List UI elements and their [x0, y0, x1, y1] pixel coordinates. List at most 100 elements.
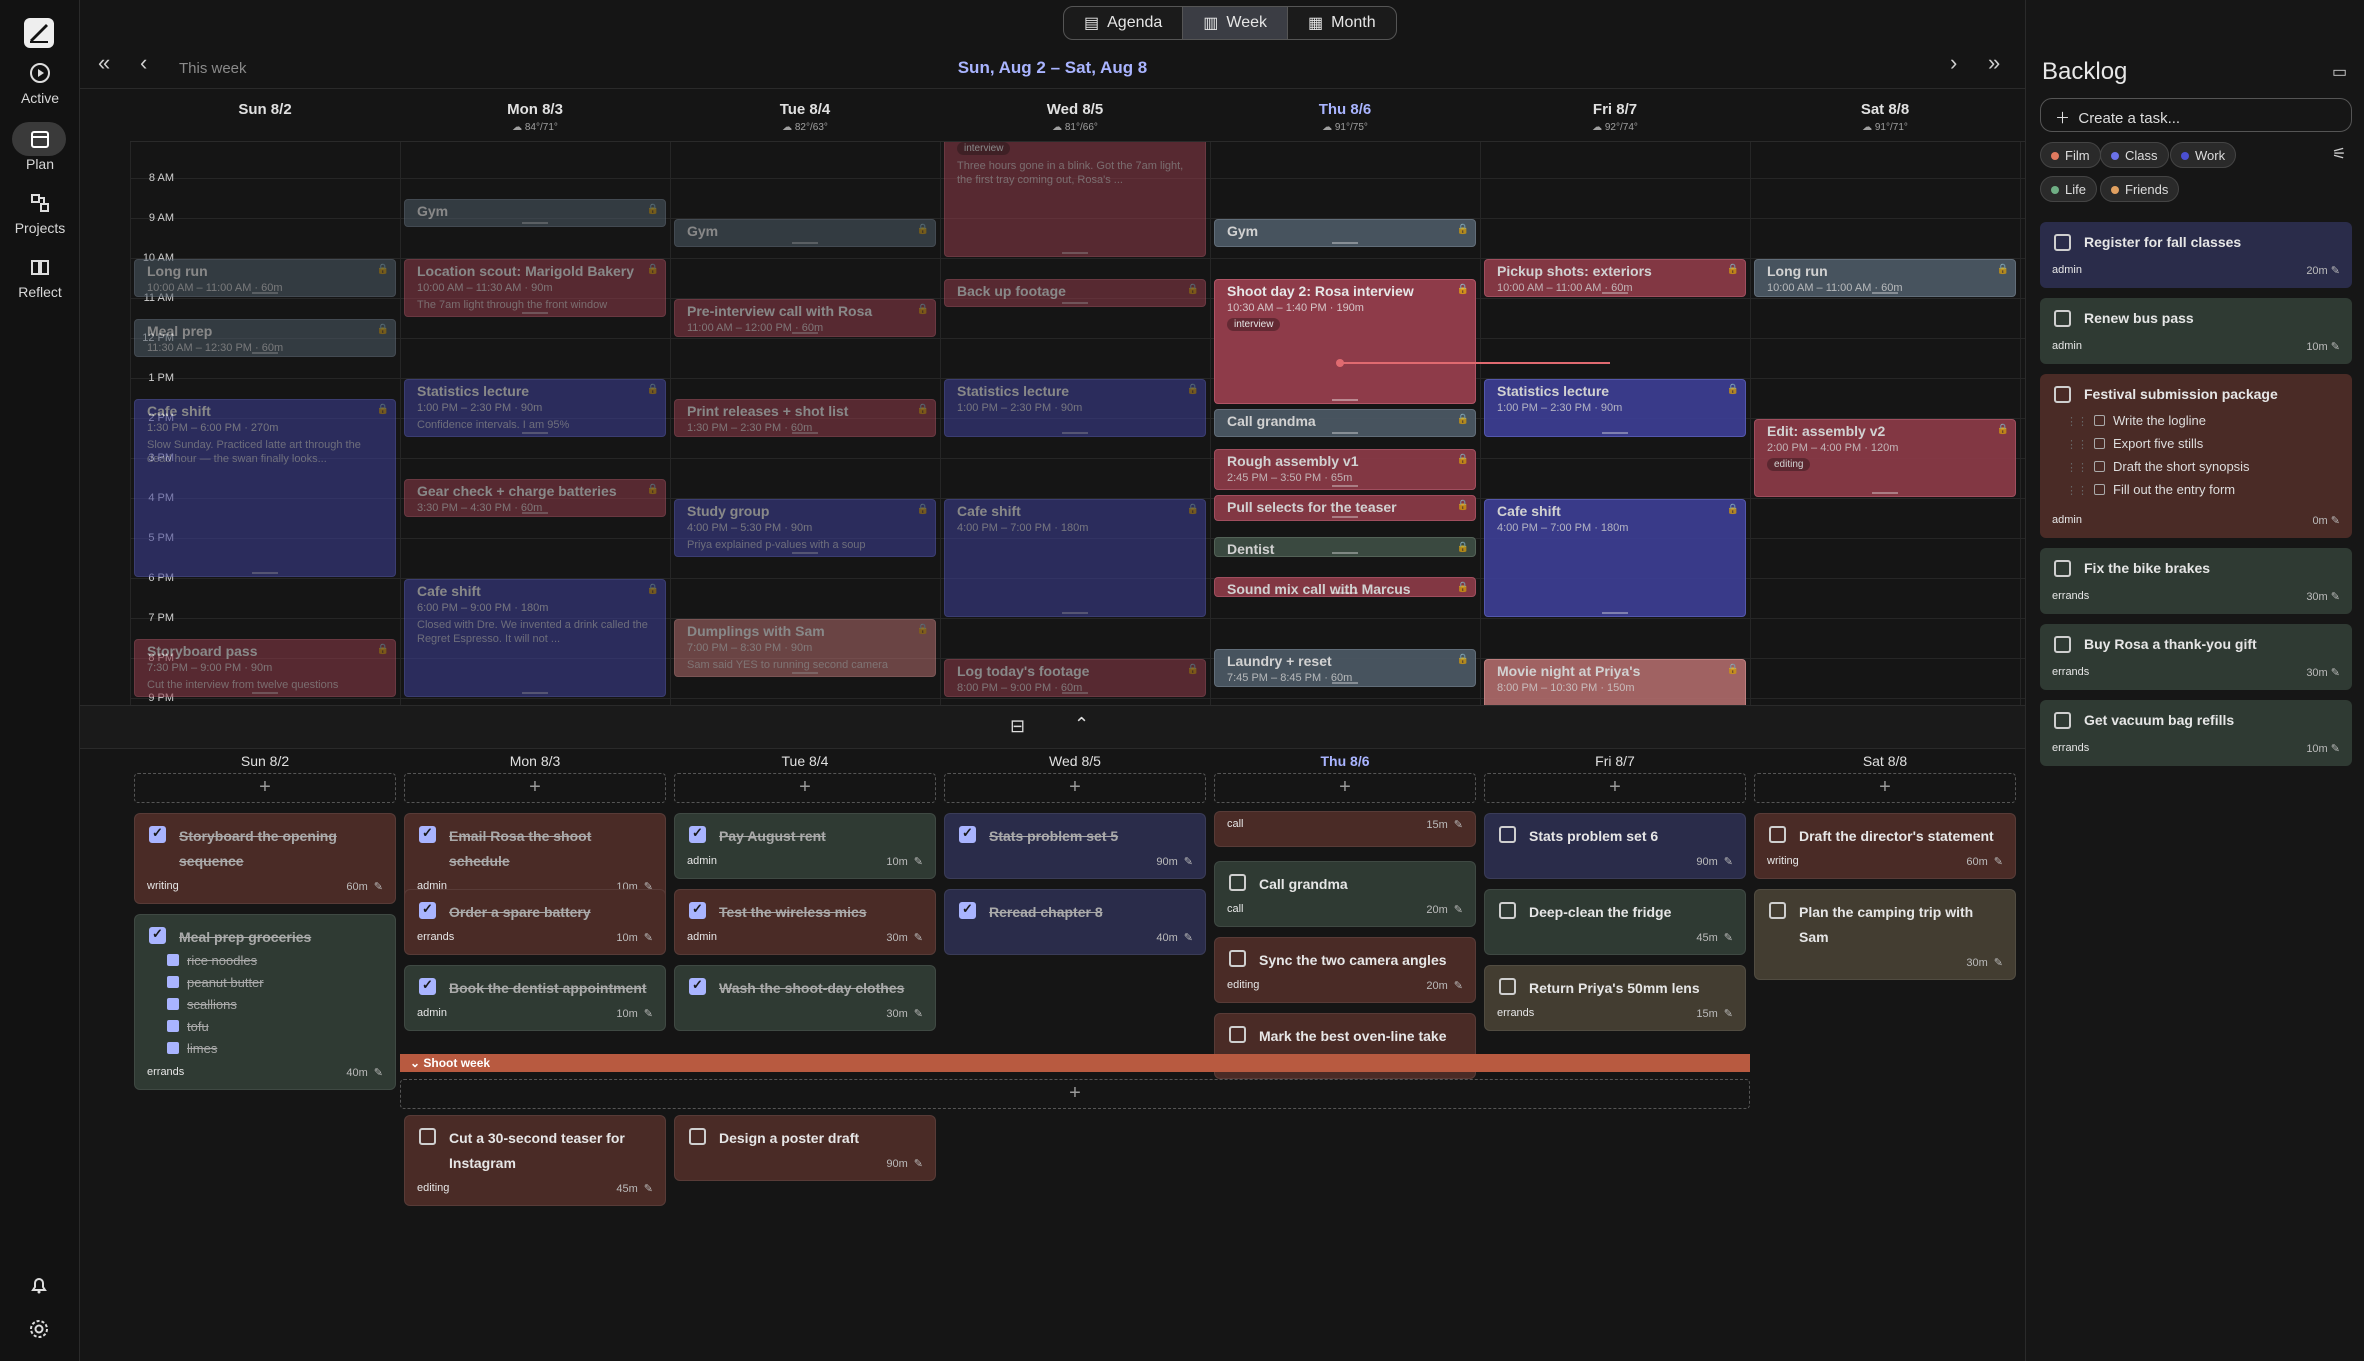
- resize-handle[interactable]: [252, 292, 278, 294]
- backlog-task[interactable]: Register for fall classes admin 20m ✎: [2040, 222, 2352, 288]
- resize-handle[interactable]: [1602, 612, 1628, 614]
- task-checkbox[interactable]: [1769, 826, 1786, 843]
- calendar-event[interactable]: Cafe shift 4:00 PM – 7:00 PM · 180m 🔒: [944, 499, 1206, 617]
- task-checkbox[interactable]: [1499, 902, 1516, 919]
- calendar-event[interactable]: Study group 4:00 PM – 5:30 PM · 90m Priya …: [674, 499, 936, 557]
- task-checkbox[interactable]: [1229, 1026, 1246, 1043]
- subtask-item[interactable]: rice noodles: [147, 950, 383, 972]
- calendar-event[interactable]: Long run 10:00 AM – 11:00 AM · 60m 🔒: [134, 259, 396, 297]
- task-card[interactable]: Call grandma call 20m ✎: [1214, 861, 1476, 927]
- prev-week-button[interactable]: ‹: [140, 50, 148, 75]
- task-checkbox[interactable]: [419, 1128, 436, 1145]
- calendar-event[interactable]: Pull selects for the teaser 🔒: [1214, 495, 1476, 521]
- calendar-event[interactable]: Gym 🔒: [404, 199, 666, 227]
- resize-handle[interactable]: [522, 222, 548, 224]
- task-checkbox[interactable]: [419, 825, 436, 843]
- day-header[interactable]: Fri 8/7 ☁ 92°/74°: [1480, 89, 1750, 133]
- task-card[interactable]: Plan the camping trip with Sam 30m ✎: [1754, 889, 2016, 980]
- subtask-item[interactable]: ⋮⋮ Fill out the entry form: [2052, 479, 2340, 502]
- task-card[interactable]: Cut a 30-second teaser for Instagram edit…: [404, 1115, 666, 1206]
- resize-handle[interactable]: [522, 512, 548, 514]
- task-checkbox[interactable]: [689, 901, 706, 919]
- calendar-event[interactable]: Cafe shift 4:00 PM – 7:00 PM · 180m 🔒: [1484, 499, 1746, 617]
- resize-handle[interactable]: [1062, 302, 1088, 304]
- task-card[interactable]: Reread chapter 8 40m ✎: [944, 889, 1206, 955]
- resize-handle[interactable]: [1872, 492, 1898, 494]
- day-header[interactable]: Sun 8/2: [130, 89, 400, 118]
- resize-handle[interactable]: [1062, 692, 1088, 694]
- view-week-button[interactable]: ▥ Week: [1183, 7, 1289, 39]
- resize-handle[interactable]: [1332, 552, 1358, 554]
- task-card[interactable]: Design a poster draft 90m ✎: [674, 1115, 936, 1181]
- backlog-task[interactable]: Get vacuum bag refills errands 10m ✎: [2040, 700, 2352, 766]
- calendar-event[interactable]: Statistics lecture 1:00 PM – 2:30 PM · 90…: [1484, 379, 1746, 437]
- resize-handle[interactable]: [1332, 398, 1358, 401]
- calendar-event[interactable]: Meal prep 11:30 AM – 12:30 PM · 60m 🔒: [134, 319, 396, 357]
- calendar-event[interactable]: Cafe shift 6:00 PM – 9:00 PM · 180m Closed…: [404, 579, 666, 697]
- resize-handle[interactable]: [792, 242, 818, 244]
- subtask-checkbox[interactable]: [2094, 461, 2105, 472]
- task-checkbox[interactable]: [689, 825, 706, 843]
- filter-chip[interactable]: Life: [2040, 176, 2097, 202]
- calendar-event[interactable]: Statistics lecture 1:00 PM – 2:30 PM · 90…: [404, 379, 666, 437]
- resize-handle[interactable]: [1602, 292, 1628, 294]
- add-task-button[interactable]: +: [404, 773, 666, 803]
- subtask-checkbox[interactable]: [2094, 415, 2105, 426]
- subtask-checkbox[interactable]: [2094, 484, 2105, 495]
- calendar-event[interactable]: Back up footage 🔒: [944, 279, 1206, 307]
- task-checkbox[interactable]: [1229, 874, 1246, 891]
- add-group-task-button[interactable]: +: [400, 1079, 1750, 1109]
- subtask-checkbox[interactable]: [167, 1020, 179, 1032]
- calendar-event[interactable]: Statistics lecture 1:00 PM – 2:30 PM · 90…: [944, 379, 1206, 437]
- add-task-button[interactable]: +: [1754, 773, 2016, 803]
- subtask-checkbox[interactable]: [167, 998, 179, 1010]
- task-checkbox[interactable]: [689, 1128, 706, 1145]
- resize-handle[interactable]: [1332, 242, 1358, 244]
- backlog-task[interactable]: Festival submission package ⋮⋮ Write the l…: [2040, 374, 2352, 538]
- rail-item-projects[interactable]: Projects: [0, 192, 80, 236]
- archive-icon[interactable]: ▭: [2332, 64, 2348, 81]
- calendar-event[interactable]: Dentist 🔒: [1214, 537, 1476, 557]
- resize-handle[interactable]: [792, 552, 818, 554]
- task-card[interactable]: Order a spare battery errands 10m ✎: [404, 889, 666, 955]
- filter-chip[interactable]: Friends: [2100, 176, 2180, 202]
- calendar-event[interactable]: Sound mix call with Marcus 🔒: [1214, 577, 1476, 597]
- resize-handle[interactable]: [792, 432, 818, 434]
- task-card[interactable]: Meal prep groceries rice noodles peanut bu…: [134, 914, 396, 1090]
- day-header[interactable]: Mon 8/3 ☁ 84°/71°: [400, 89, 670, 133]
- calendar-event[interactable]: Edit: assembly v2 2:00 PM – 4:00 PM · 120…: [1754, 419, 2016, 497]
- task-card[interactable]: Wash the shoot-day clothes 30m ✎: [674, 965, 936, 1031]
- resize-handle[interactable]: [522, 692, 548, 694]
- task-checkbox[interactable]: [959, 825, 976, 843]
- resize-handle[interactable]: [1602, 432, 1628, 434]
- task-checkbox[interactable]: [689, 977, 706, 995]
- task-checkbox[interactable]: [1229, 950, 1246, 967]
- subtask-item[interactable]: tofu: [147, 1016, 383, 1038]
- add-task-button[interactable]: +: [1484, 773, 1746, 803]
- resize-handle[interactable]: [1332, 682, 1358, 684]
- next-week-button[interactable]: ›: [1950, 50, 1958, 75]
- subtask-checkbox[interactable]: [2094, 438, 2105, 449]
- task-checkbox[interactable]: [2054, 560, 2071, 577]
- add-task-button[interactable]: +: [134, 773, 396, 803]
- task-card[interactable]: Sync the two camera angles editing 20m ✎: [1214, 937, 1476, 1003]
- day-header[interactable]: Tue 8/4 ☁ 82°/63°: [670, 89, 940, 133]
- task-checkbox[interactable]: [149, 926, 166, 944]
- calendar-event[interactable]: Gym 🔒: [674, 219, 936, 247]
- task-checkbox[interactable]: [959, 901, 976, 919]
- collapse-up-icon[interactable]: ⌃: [1074, 714, 1090, 734]
- task-checkbox[interactable]: [2054, 712, 2071, 729]
- day-header[interactable]: Wed 8/5 ☁ 81°/66°: [940, 89, 1210, 133]
- task-card[interactable]: Draft the director's statement writing 60m…: [1754, 813, 2016, 879]
- rail-item-plan[interactable]: Plan: [0, 128, 80, 172]
- task-card[interactable]: call 15m ✎: [1214, 811, 1476, 847]
- calendar-event[interactable]: Print releases + shot list 1:30 PM – 2:30…: [674, 399, 936, 437]
- task-group-header[interactable]: ⌄ Shoot week: [400, 1054, 1750, 1072]
- subtask-item[interactable]: peanut butter: [147, 972, 383, 994]
- filter-chip[interactable]: Film: [2040, 142, 2101, 168]
- subtask-item[interactable]: ⋮⋮ Write the logline: [2052, 410, 2340, 433]
- add-task-button[interactable]: +: [674, 773, 936, 803]
